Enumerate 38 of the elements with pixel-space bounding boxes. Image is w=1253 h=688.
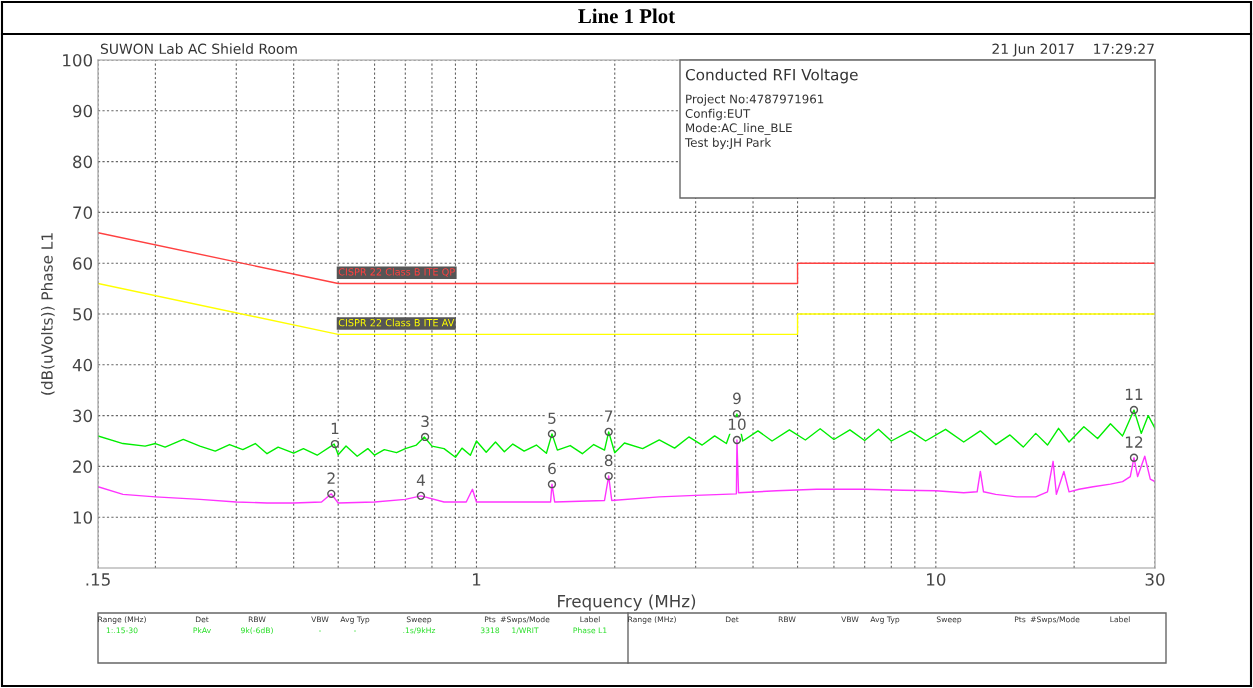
annotation: Config:EUT [685, 108, 751, 121]
annotation: 8 [604, 454, 613, 467]
y-tick-label: 80 [73, 155, 93, 169]
y-axis-title: (dB(uVolts)) Phase L1 [40, 233, 55, 395]
annotation: Conducted RFI Voltage [685, 68, 858, 84]
annotation: 5 [548, 412, 556, 424]
annotation: Mode:AC_line_BLE [686, 123, 792, 135]
text: 21 Jun 2017 17:29:27 [992, 43, 1154, 57]
annotation: Project No:4787971961 [686, 94, 824, 106]
annotation: 3 [421, 415, 429, 428]
text: SUWON Lab AC Shield Room [100, 43, 297, 55]
y-tick-label: 100 [63, 53, 93, 67]
annotation: Test by:JH Park [684, 137, 772, 150]
annotation: 4 [416, 474, 425, 486]
y-tick-label: 70 [73, 206, 93, 219]
y-tick-label: 60 [73, 257, 93, 270]
y-tick-label: 50 [73, 307, 93, 321]
y-tick-label: 20 [73, 460, 93, 473]
x-axis-title: Frequency (MHz) [558, 594, 696, 611]
x-tick-label: 30 [1145, 573, 1165, 586]
annotation: 7 [605, 410, 613, 422]
y-tick-label: 40 [72, 358, 93, 372]
y-tick-label: 10 [73, 511, 93, 524]
annotation: 10 [728, 418, 746, 431]
series-label: CISPR 22 Class B ITE QP [338, 268, 455, 277]
x-tick-label: 10 [927, 573, 946, 586]
annotation: 12 [1125, 436, 1143, 448]
x-tick-label: .15 [86, 573, 110, 586]
annotation: 11 [1125, 388, 1143, 400]
annotation: 2 [327, 472, 335, 484]
y-tick-label: 90 [72, 104, 93, 118]
annotation: 9 [733, 392, 741, 405]
x-tick-label: 1 [473, 573, 481, 586]
chart-title: Line 1 Plot [578, 8, 676, 24]
annotation: 1 [331, 422, 339, 434]
annotation: 6 [548, 462, 556, 475]
series-label: CISPR 22 Class B ITE AV [338, 318, 455, 327]
y-tick-label: 30 [73, 409, 93, 423]
